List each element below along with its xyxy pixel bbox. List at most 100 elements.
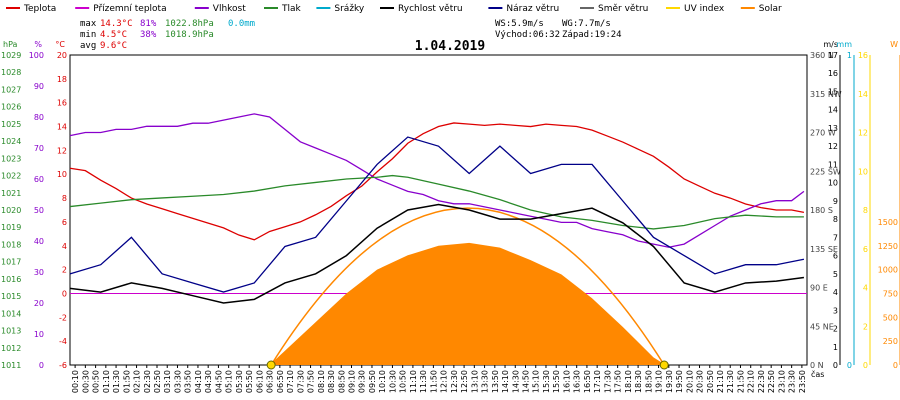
series-line <box>69 136 805 293</box>
tick-label-w: 1000 <box>878 266 898 275</box>
x-tick-label: 19:10 <box>655 370 664 393</box>
tick-label-hpa: 1028 <box>1 68 21 77</box>
tick-label-ms: 11 <box>828 160 838 169</box>
stat-min-press: 1018.9hPa <box>165 30 214 40</box>
tick-label-ms: 4 <box>833 288 838 297</box>
tick-label-degc: 10 <box>57 170 67 179</box>
tick-label-uv: 14 <box>858 90 868 99</box>
chart-title: 1.04.2019 <box>415 39 485 54</box>
tick-label-ms: 16 <box>828 69 838 78</box>
solar-theoretical-curve <box>270 207 665 366</box>
tick-label-w: 750 <box>883 289 898 298</box>
tick-label-degc: -2 <box>59 313 67 322</box>
tick-label-ms: 6 <box>833 252 838 261</box>
tick-label-degc: -6 <box>59 361 67 370</box>
x-tick-label: 03:10 <box>163 370 172 393</box>
stat-max-temp: 14.3°C <box>100 19 133 29</box>
x-tick-label: 23:10 <box>777 370 786 393</box>
stat-max-hum: 81% <box>140 19 157 29</box>
tick-label-hpa: 1026 <box>1 103 21 112</box>
x-tick-label: 13:10 <box>470 370 479 393</box>
stat-min-label: min <box>80 30 96 40</box>
legend-item-label: Náraz větru <box>506 4 559 14</box>
x-tick-label: 00:10 <box>71 370 80 393</box>
tick-label-ms: 0 <box>833 361 838 370</box>
stat-avg-temp: 9.6°C <box>100 41 127 51</box>
tick-label-hpa: 1019 <box>1 223 21 232</box>
tick-label-pct: 0 <box>39 361 44 370</box>
uv-marker <box>266 360 276 370</box>
x-tick-label: 20:50 <box>706 370 715 393</box>
chart-legend: Teplota Přízemní teplota Vlhkost Tlak Srážky… <box>6 4 782 14</box>
tick-label-w: 500 <box>883 313 898 322</box>
x-tick-label: 18:10 <box>624 370 633 393</box>
stat-min-temp: 4.5°C <box>100 30 127 40</box>
tick-label-ms: 10 <box>828 179 838 188</box>
x-tick-label: 03:50 <box>184 370 193 393</box>
x-axis-label: čas <box>811 369 824 379</box>
x-tick-label: 02:50 <box>153 370 162 393</box>
tick-label-pct: 20 <box>34 299 44 308</box>
x-tick-label: 11:50 <box>429 370 438 393</box>
tick-label-ms: 1 <box>833 343 838 352</box>
tick-label-degc: 18 <box>57 75 67 84</box>
legend-item-label: Tlak <box>281 4 302 14</box>
tick-label-hpa: 1027 <box>1 85 21 94</box>
x-tick-label: 11:30 <box>419 370 428 393</box>
legend-item-label: Srážky <box>334 4 365 14</box>
x-tick-label: 08:10 <box>317 370 326 393</box>
axis-label-hpa: hPa <box>3 40 18 49</box>
x-tick-label: 16:30 <box>573 370 582 393</box>
stat-avg-label: avg <box>80 41 96 51</box>
x-tick-label: 05:30 <box>235 370 244 393</box>
tick-label-hpa: 1025 <box>1 120 21 129</box>
tick-label-w: 1500 <box>878 218 898 227</box>
x-tick-label: 00:50 <box>92 370 101 393</box>
tick-label-dir: 360 N <box>810 51 834 60</box>
legend-item-label: Solar <box>759 4 782 14</box>
x-tick-label: 15:50 <box>552 370 561 393</box>
tick-label-hpa: 1029 <box>1 51 21 60</box>
x-tick-label: 05:10 <box>225 370 234 393</box>
x-tick-label: 08:30 <box>327 370 336 393</box>
tick-label-dir: 0 N <box>810 361 824 370</box>
series-line <box>69 203 805 304</box>
x-tick-label: 20:10 <box>685 370 694 393</box>
tick-label-ms: 2 <box>833 325 838 334</box>
tick-label-pct: 80 <box>34 113 44 122</box>
tick-label-pct: 90 <box>34 82 44 91</box>
tick-label-mm: 1 <box>847 51 852 60</box>
x-tick-label: 07:10 <box>286 370 295 393</box>
tick-label-degc: 4 <box>62 242 67 251</box>
axis-label-w: W <box>890 40 898 49</box>
x-tick-label: 16:10 <box>562 370 571 393</box>
x-tick-label: 15:30 <box>542 370 551 393</box>
tick-label-ms: 12 <box>828 142 838 151</box>
x-tick-label: 01:30 <box>112 370 121 393</box>
stat-max-rain: 0.0mm <box>228 19 255 29</box>
x-tick-label: 14:30 <box>511 370 520 393</box>
x-tick-label: 19:50 <box>675 370 684 393</box>
tick-label-dir: 45 NE <box>810 322 834 331</box>
x-tick-label: 20:30 <box>696 370 705 393</box>
tick-label-uv: 12 <box>858 129 868 138</box>
x-tick-label: 06:30 <box>266 370 275 393</box>
stats-block: max 14.3°C 81% 1022.8hPa 0.0mm min 4.5°C… <box>80 19 622 51</box>
x-tick-label: 12:10 <box>440 370 449 393</box>
tick-label-hpa: 1016 <box>1 275 21 284</box>
x-tick-label: 07:50 <box>307 370 316 393</box>
tick-label-hpa: 1022 <box>1 172 21 181</box>
tick-label-ms: 17 <box>828 51 838 60</box>
stat-max-press: 1022.8hPa <box>165 19 214 29</box>
tick-label-ms: 14 <box>828 106 838 115</box>
x-tick-label: 17:50 <box>614 370 623 393</box>
legend-item-label: Rychlost větru <box>398 4 463 14</box>
tick-label-dir: 270 W <box>810 129 836 138</box>
tick-label-dir: 135 SE <box>810 245 838 254</box>
x-tick-label: 19:30 <box>665 370 674 393</box>
wind-gust-info: WG:7.7m/s <box>562 19 611 29</box>
x-tick-label: 04:50 <box>214 370 223 393</box>
tick-label-w: 250 <box>883 337 898 346</box>
tick-label-hpa: 1012 <box>1 344 21 353</box>
tick-label-ms: 15 <box>828 87 838 96</box>
